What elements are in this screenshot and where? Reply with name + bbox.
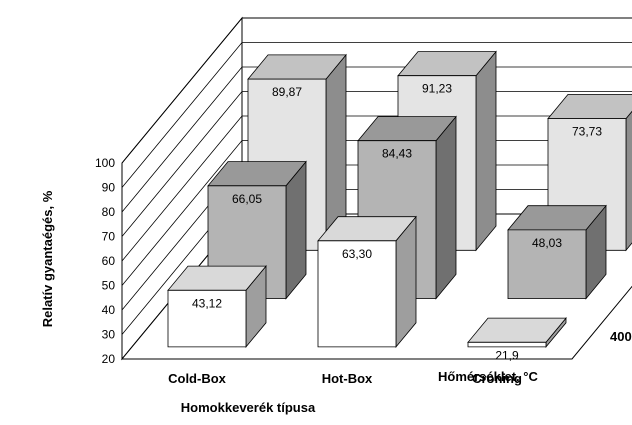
bar-value-label: 66,05 [232, 192, 262, 206]
bar-front [467, 341, 547, 348]
gridline [121, 115, 632, 262]
bar-front [507, 229, 587, 300]
series-label: 400 °C [610, 329, 632, 344]
bar-value-label: 91,23 [422, 82, 452, 96]
x-axis-label: Homokkeverék típusa [181, 400, 316, 415]
x-tick-label: Cold-Box [168, 371, 227, 386]
bar-value-label: 43,12 [192, 296, 222, 310]
gridline [121, 91, 632, 237]
y-tick-label: 50 [102, 279, 116, 293]
bar: 21,9 [467, 316, 567, 362]
bar-side [435, 115, 457, 300]
z-axis-label: Hőmérséklet, °C [438, 369, 538, 384]
bar: 66,05 [207, 160, 307, 300]
gridline [121, 42, 632, 188]
y-tick-label: 90 [102, 181, 116, 195]
x-tick-label: Croning [472, 371, 522, 386]
chart-bars: 89,87 91,23 73,73 66,05 84,43 48,03 43,12 63,30… [167, 50, 632, 362]
chart-axis-text: Relatív gyantaégés, % Homokkeverék típus… [40, 156, 632, 415]
bar: 48,03 [507, 204, 607, 300]
y-tick-label: 40 [102, 303, 116, 317]
bar-front [167, 289, 247, 348]
bar-side [475, 50, 497, 252]
bar: 63,30 [317, 215, 417, 349]
gridline [121, 140, 632, 286]
bar-value-label: 89,87 [272, 85, 302, 99]
x-tick-label: Hot-Box [322, 371, 373, 386]
y-tick-label: 80 [102, 205, 116, 219]
y-axis-label: Relatív gyantaégés, % [40, 190, 55, 327]
bar-value-label: 21,9 [495, 348, 519, 362]
gridline [121, 17, 632, 164]
bar-value-label: 84,43 [382, 147, 412, 161]
y-tick-label: 100 [95, 156, 115, 170]
bar-value-label: 48,03 [532, 236, 562, 250]
bar-value-label: 73,73 [572, 125, 602, 139]
bar: 43,12 [167, 264, 267, 349]
y-tick-label: 20 [102, 352, 116, 366]
bar-front [317, 240, 397, 348]
y-tick-label: 30 [102, 328, 116, 342]
y-tick-label: 70 [102, 230, 116, 244]
gridline [121, 66, 632, 213]
y-tick-label: 60 [102, 254, 116, 268]
bar-value-label: 63,30 [342, 247, 372, 261]
